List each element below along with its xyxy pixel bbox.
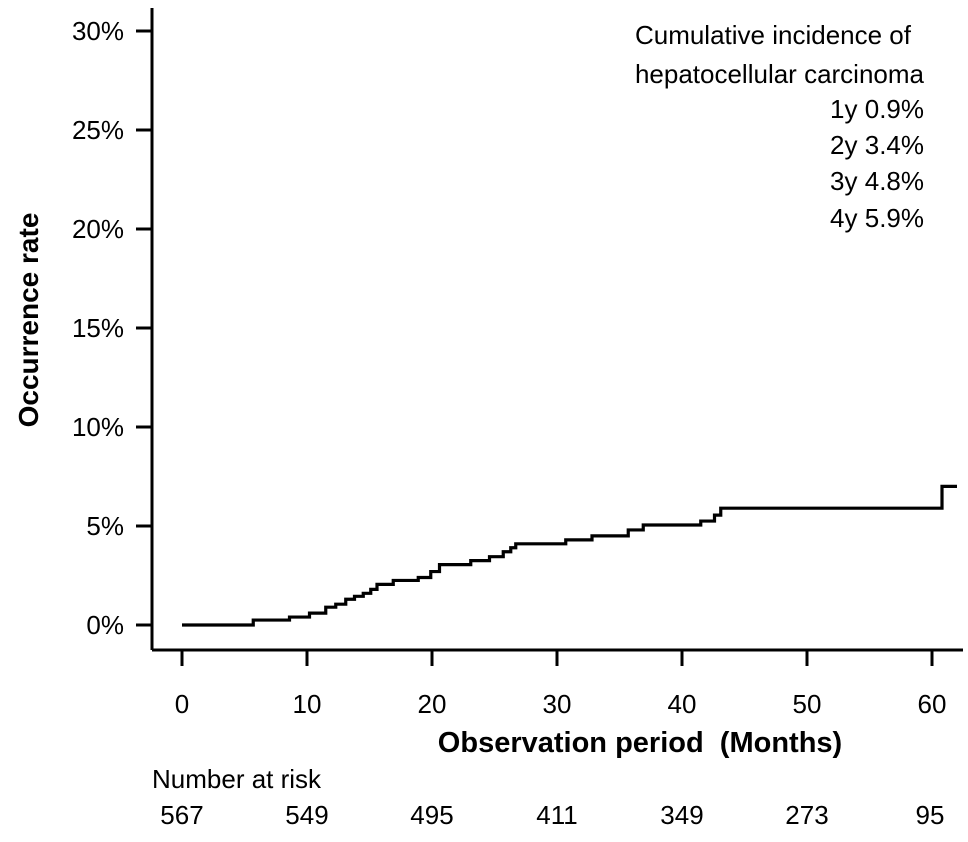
risk-table-value: 567 xyxy=(160,800,203,830)
x-tick-label: 60 xyxy=(918,689,947,719)
annotation-incidence-line: 1y 0.9% xyxy=(830,94,924,124)
x-tick-label: 10 xyxy=(293,689,322,719)
risk-table-value: 95 xyxy=(916,800,945,830)
risk-table-label: Number at risk xyxy=(152,764,322,794)
x-tick-label: 20 xyxy=(418,689,447,719)
y-tick-label: 20% xyxy=(72,214,124,244)
y-tick-label: 15% xyxy=(72,313,124,343)
annotation-title-line: Cumulative incidence of xyxy=(635,20,912,50)
risk-table-value: 411 xyxy=(536,800,577,830)
y-axis-label: Occurrence rate xyxy=(13,213,44,428)
annotation-incidence-line: 2y 3.4% xyxy=(830,130,924,160)
annotation-layer: Cumulative incidence of hepatocellular ca… xyxy=(635,20,925,233)
x-tick-label: 50 xyxy=(793,689,822,719)
x-tick-label: 30 xyxy=(543,689,572,719)
x-tick-label: 0 xyxy=(175,689,189,719)
y-tick-label: 0% xyxy=(86,610,124,640)
risk-table-value: 349 xyxy=(660,800,703,830)
series-layer xyxy=(182,484,957,627)
series-step-line xyxy=(182,484,957,627)
axes-layer: 0% 5% 10% 15% 20% 25% 30% 0 10 20 30 40 50 60 xyxy=(72,8,963,719)
risk-table-value: 549 xyxy=(285,800,328,830)
y-tick-label: 25% xyxy=(72,115,124,145)
y-tick-label: 10% xyxy=(72,412,124,442)
risk-table-value: 273 xyxy=(785,800,828,830)
y-tick-label: 5% xyxy=(86,511,124,541)
annotation-incidence-line: 4y 5.9% xyxy=(830,203,924,233)
risk-table-value: 495 xyxy=(410,800,453,830)
x-tick-label: 40 xyxy=(668,689,697,719)
annotation-incidence-line: 3y 4.8% xyxy=(830,166,924,196)
risk-table: Number at risk 567 549 495 411 349 273 95 xyxy=(152,764,944,830)
x-axis-label: Observation period (Months) xyxy=(438,727,842,759)
y-tick-label: 30% xyxy=(72,16,124,46)
annotation-title-line: hepatocellular carcinoma xyxy=(635,59,925,89)
